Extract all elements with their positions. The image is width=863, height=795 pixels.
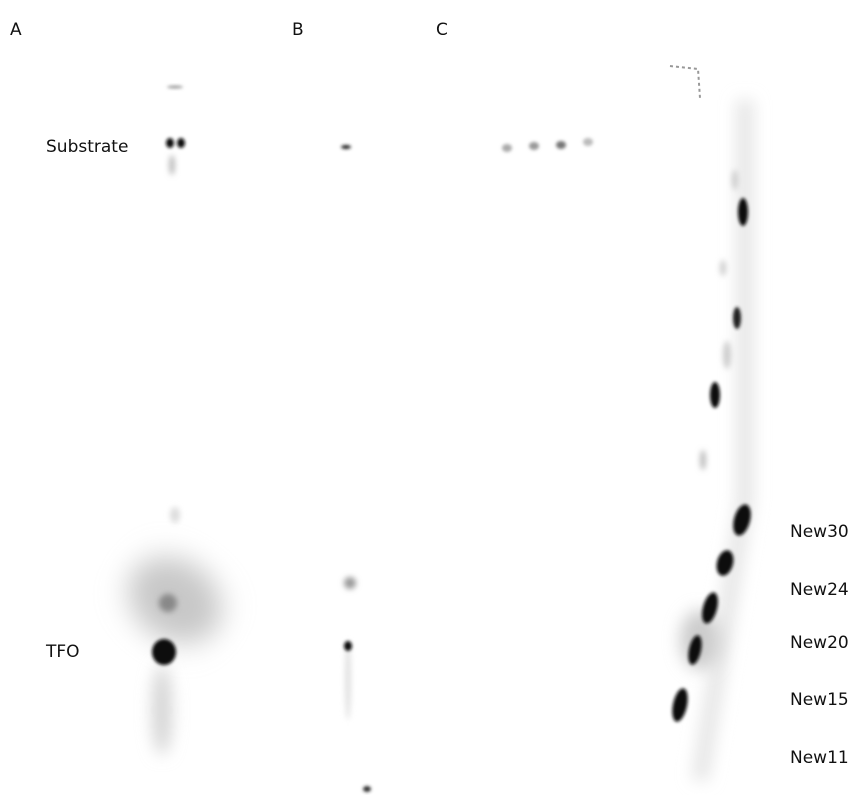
band-label: New11 xyxy=(790,748,849,768)
spot xyxy=(159,594,177,612)
band-label: New20 xyxy=(790,633,849,653)
spot xyxy=(672,688,688,722)
panel-label: B xyxy=(292,20,304,40)
smear xyxy=(723,341,731,369)
panel-label: A xyxy=(10,20,22,40)
band-label: New30 xyxy=(790,522,849,542)
smear xyxy=(152,665,172,755)
panel-label: C xyxy=(436,20,448,40)
smear xyxy=(700,450,706,470)
lane-label: Substrate xyxy=(46,137,128,157)
spot xyxy=(733,504,751,536)
band-label: New24 xyxy=(790,580,849,600)
spot xyxy=(583,138,593,146)
gel-panel-c xyxy=(502,65,753,782)
lane-labels: Substrate TFO xyxy=(45,137,128,662)
smear xyxy=(169,155,175,175)
spot xyxy=(341,145,351,149)
smear xyxy=(669,65,701,99)
spot xyxy=(688,635,702,665)
spot xyxy=(344,577,356,589)
spot xyxy=(167,85,183,89)
spot xyxy=(344,641,352,651)
lane-label: TFO xyxy=(45,642,80,662)
spot xyxy=(152,639,176,665)
spot xyxy=(738,198,748,226)
gel-panel-a xyxy=(128,85,222,755)
spot xyxy=(710,382,720,408)
panel-labels: A B C xyxy=(10,20,448,40)
spot xyxy=(529,142,539,150)
band-labels: New30 New24 New20 New15 New11 xyxy=(790,522,849,768)
spot xyxy=(702,592,718,624)
gel-panel-b xyxy=(341,145,371,792)
smear xyxy=(692,100,753,782)
spot xyxy=(502,144,512,152)
smear xyxy=(170,507,180,523)
spot xyxy=(177,138,185,148)
spot xyxy=(556,141,566,149)
spot xyxy=(716,550,734,576)
spot xyxy=(733,307,741,329)
band-label: New15 xyxy=(790,690,849,710)
spot xyxy=(363,786,371,792)
spot xyxy=(166,138,174,148)
smear xyxy=(732,170,738,190)
smear xyxy=(720,260,726,276)
smear xyxy=(345,640,351,720)
